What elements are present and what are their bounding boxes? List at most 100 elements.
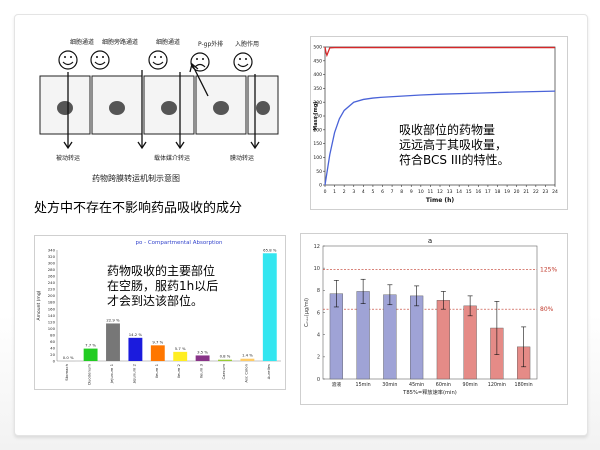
y-tick-label: 60 [50, 339, 55, 344]
x-tick-label: 1 [333, 189, 336, 195]
mass-chart-panel: 0 1 2 3 4 5 6 7 8 9 10 11 12 13 14 15 16 17 18 19 20 21 22 23 24… [310, 36, 568, 210]
y-axis-label: Amount (mg) [36, 290, 42, 320]
y-tick-label: 100 [313, 155, 322, 161]
x-category-label: Jejunum 2 [131, 363, 136, 384]
y-tick-label: 10 [314, 266, 320, 272]
release-chart: a 0 2 4 6 8 10 12 Cₘₐₓ(μg/ml) 125% 80% 溶液 15min 30min… [304, 237, 557, 396]
diagram-bottom-label: 膜动转运 [230, 154, 254, 162]
x-category-label: Stomach [64, 363, 69, 380]
x-category-label: 15min [356, 382, 371, 388]
happy-face-icon [58, 50, 78, 70]
x-tick-label: 9 [410, 189, 413, 195]
x-axis-label: Time (h) [426, 197, 455, 204]
bar [150, 345, 165, 361]
y-tick-label: 220 [48, 287, 56, 292]
happy-face-icon [90, 50, 110, 70]
y-tick-label: 200 [313, 127, 322, 133]
x-tick-label: 4 [362, 189, 365, 195]
x-tick-label: 14 [456, 189, 462, 195]
y-tick-label: 180 [48, 300, 56, 305]
bar [410, 295, 424, 380]
y-tick-label: 280 [48, 267, 56, 272]
y-tick-label: 400 [313, 72, 322, 78]
y-tick-label: 40 [50, 345, 55, 350]
x-category-label: 45min [409, 382, 424, 388]
bar [173, 351, 188, 361]
mass-chart: 0 1 2 3 4 5 6 7 8 9 10 11 12 13 14 15 16 17 18 19 20 21 22 23 24… [313, 45, 558, 204]
bar [383, 294, 397, 380]
chart-title: po - Compartmental Absorption [136, 240, 223, 246]
chart-title: a [428, 237, 432, 245]
bar-value-label: 1.4 % [242, 353, 253, 358]
mass-annotation: 吸收部位的药物量 远远高于其吸收量， 符合BCS III的特性。 [399, 123, 509, 168]
x-tick-label: 6 [381, 189, 384, 195]
x-tick-label: 5 [371, 189, 374, 195]
y-tick-label: 2 [317, 355, 320, 361]
series-line [324, 90, 556, 186]
mass-annotation-line: 远远高于其吸收量， [399, 138, 508, 152]
y-tick-label: 0 [319, 183, 322, 189]
bar-value-label: 65.8 % [263, 247, 277, 252]
x-tick-label: 7 [391, 189, 394, 195]
x-tick-label: 24 [552, 189, 558, 195]
diagram-label: 细胞通道 [156, 38, 180, 46]
diagram-label: P-gp外排 [198, 40, 223, 48]
x-tick-label: 20 [514, 189, 520, 195]
x-category-label: Duodenum [87, 364, 92, 385]
x-tick-label: 8 [400, 189, 403, 195]
y-tick-label: 200 [48, 293, 56, 298]
bar [436, 300, 450, 380]
bar [83, 348, 98, 361]
y-tick-label: 450 [313, 58, 322, 64]
diagram-label: 细胞旁路通道 [102, 38, 138, 46]
x-tick-label: 18 [495, 189, 501, 195]
x-category-label: 溶液 [332, 381, 342, 388]
left-text: 处方中不存在不影响药品吸收的成分 [34, 201, 243, 216]
y-tick-label: 260 [48, 274, 56, 279]
x-tick-label: 11 [428, 189, 434, 195]
compartment-annotation-line: 才会到达该部位。 [107, 294, 204, 308]
x-category-label: Ileum 1 [154, 363, 159, 378]
y-axis-label: Cₘₐₓ(μg/ml) [304, 298, 310, 327]
transport-diagram: 细胞通道 细胞旁路通道 细胞通道 P-gp外排 入胞作用 [39, 38, 279, 183]
compartment-chart-panel: po - Compartmental Absorption 0 20 40 60 80 10… [34, 235, 286, 390]
y-tick-label: 150 [313, 141, 322, 147]
mass-annotation-line: 符合BCS III的特性。 [399, 153, 510, 167]
x-category-label: 30min [382, 382, 397, 388]
compartment-annotation-line: 在空肠，服药1h以后 [107, 279, 219, 293]
reference-line-label: 80% [540, 306, 554, 313]
x-tick-label: 22 [533, 189, 539, 195]
x-category-label: 90min [463, 382, 478, 388]
x-tick-label: 3 [352, 189, 355, 195]
x-category-label: 120min [488, 382, 506, 388]
diagram-bottom-label: 载体媒介转运 [154, 154, 190, 162]
bar-value-label: 22.9 % [106, 317, 120, 322]
series-line [324, 46, 555, 58]
x-category-label: Jejunum 1 [109, 363, 114, 384]
x-tick-label: 12 [437, 189, 443, 195]
plot-frame [322, 245, 538, 380]
y-tick-label: 8 [317, 288, 320, 294]
y-tick-label: 20 [50, 352, 55, 357]
y-tick-label: 6 [317, 310, 320, 316]
y-tick-label: 250 [313, 114, 322, 120]
y-tick-label: 340 [48, 248, 56, 253]
sad-face-icon [190, 52, 210, 72]
diagram-label: 细胞通道 [70, 38, 94, 46]
release-chart-panel: a 0 2 4 6 8 10 12 Cₘₐₓ(μg/ml) 125% 80% 溶液 15min 30min… [300, 233, 568, 405]
y-tick-label: 300 [313, 100, 322, 106]
x-tick-label: 0 [324, 189, 327, 195]
y-tick-label: 12 [314, 244, 320, 250]
reference-line-label: 125% [540, 266, 557, 273]
bar-value-label: 3.5 % [197, 349, 208, 354]
x-axis-label: T85%=释放速率(min) [402, 388, 457, 396]
y-tick-label: 0 [53, 359, 56, 364]
x-category-label: 180min [515, 382, 533, 388]
x-category-label: Ileum 3 [199, 363, 204, 378]
bar [262, 253, 277, 361]
y-tick-label: 350 [313, 86, 322, 92]
bar [195, 355, 210, 361]
bar [61, 361, 76, 362]
x-tick-label: 21 [523, 189, 529, 195]
